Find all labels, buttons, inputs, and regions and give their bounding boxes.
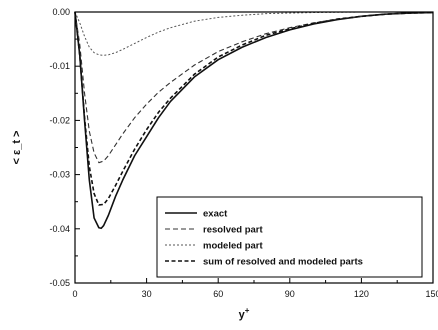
y-tick-label: -0.03: [49, 170, 70, 180]
series-line-sum-of-resolved-and-modeled-parts: [74, 11, 434, 206]
legend-label: exact: [203, 209, 228, 220]
x-tick-label: 60: [213, 289, 223, 299]
legend-label: resolved part: [203, 225, 263, 236]
y-tick-label: -0.05: [49, 278, 70, 288]
series-line-modeled-part: [74, 11, 433, 56]
x-tick-label: 90: [285, 289, 295, 299]
x-tick-label: 30: [142, 289, 152, 299]
plot-frame: [74, 11, 434, 284]
x-tick-label: 120: [354, 289, 369, 299]
y-tick-label: -0.02: [49, 115, 70, 125]
legend: exact resolved part modeled part sum of res…: [156, 196, 423, 278]
y-tick-label: -0.01: [49, 61, 70, 71]
series-lines: [74, 11, 434, 230]
x-axis-label: y+: [239, 306, 250, 321]
y-tick-label: 0.00: [52, 7, 70, 17]
x-tick-label: 0: [72, 289, 77, 299]
x-tick-label: 150: [425, 289, 438, 299]
y-tick-label: -0.04: [49, 224, 70, 234]
tick-labels: 0 30 60 90 120 150 -0.05 -0.04 -0.03 -0.02 -0.01 0.…: [49, 7, 438, 299]
legend-label: modeled part: [203, 241, 263, 252]
legend-box: [156, 196, 423, 278]
legend-label: sum of resolved and modeled parts: [203, 257, 363, 268]
y-axis-label: < ε_t >: [11, 131, 23, 165]
